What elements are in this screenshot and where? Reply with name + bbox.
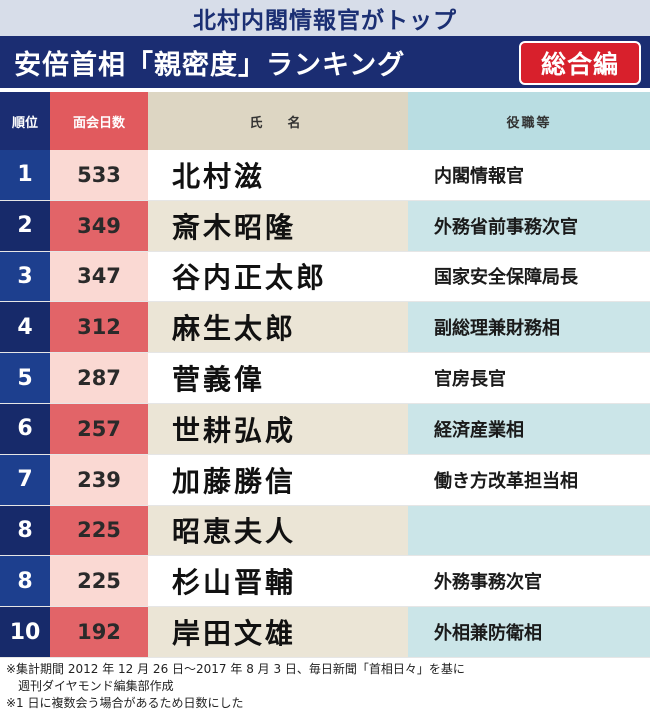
table-row: 8 225 杉山晋輔 外務事務次官 <box>0 556 650 608</box>
rank-cell: 5 <box>0 353 50 403</box>
days-cell: 287 <box>50 353 148 403</box>
rank-cell: 6 <box>0 403 50 454</box>
table-header: 順位 面会日数 氏 名 役職等 <box>0 92 650 150</box>
rank-cell: 10 <box>0 607 50 657</box>
post-cell: 国家安全保障局長 <box>408 251 650 302</box>
post-cell: 外務省前事務次官 <box>408 200 650 251</box>
footnote-period: ※集計期間 2012 年 12 月 26 日〜2017 年 8 月 3 日、毎日… <box>6 662 465 676</box>
post-cell <box>408 505 650 556</box>
post-cell: 副総理兼財務相 <box>408 302 650 353</box>
rank-cell: 4 <box>0 302 50 353</box>
days-cell: 239 <box>50 454 148 505</box>
post-cell: 外務事務次官 <box>408 556 650 607</box>
header-post: 役職等 <box>408 92 650 150</box>
name-cell: 世耕弘成 <box>148 403 408 454</box>
days-cell: 257 <box>50 403 148 454</box>
title-bar: 安倍首相「親密度」ランキング 総合編 <box>0 36 650 88</box>
table-row: 5 287 菅義偉 官房長官 <box>0 353 650 404</box>
post-cell: 外相兼防衛相 <box>408 607 650 657</box>
table-row: 3 347 谷内正太郎 国家安全保障局長 <box>0 251 650 303</box>
page-title: 安倍首相「親密度」ランキング <box>14 49 406 81</box>
post-cell: 官房長官 <box>408 353 650 403</box>
rank-cell: 8 <box>0 556 50 607</box>
table-row: 7 239 加藤勝信 働き方改革担当相 <box>0 454 650 506</box>
days-cell: 192 <box>50 607 148 657</box>
ranking-table: 1 533 北村滋 内閣情報官 2 349 斎木昭隆 外務省前事務次官 3 34… <box>0 150 650 658</box>
post-cell: 内閣情報官 <box>408 150 650 200</box>
days-cell: 347 <box>50 251 148 302</box>
header-name: 氏 名 <box>148 92 408 150</box>
category-badge: 総合編 <box>519 41 641 85</box>
header-rank: 順位 <box>0 92 50 150</box>
rank-cell: 1 <box>0 150 50 200</box>
name-cell: 岸田文雄 <box>148 607 408 657</box>
name-cell: 北村滋 <box>148 150 408 200</box>
rank-cell: 8 <box>0 505 50 556</box>
table-row: 1 533 北村滋 内閣情報官 <box>0 150 650 201</box>
name-cell: 加藤勝信 <box>148 454 408 505</box>
name-cell: 斎木昭隆 <box>148 200 408 251</box>
post-cell: 働き方改革担当相 <box>408 454 650 505</box>
footnotes: ※集計期間 2012 年 12 月 26 日〜2017 年 8 月 3 日、毎日… <box>6 661 646 712</box>
rank-cell: 7 <box>0 454 50 505</box>
rank-cell: 2 <box>0 200 50 251</box>
name-cell: 麻生太郎 <box>148 302 408 353</box>
days-cell: 533 <box>50 150 148 200</box>
days-cell: 312 <box>50 302 148 353</box>
table-row: 10 192 岸田文雄 外相兼防衛相 <box>0 607 650 658</box>
header-days: 面会日数 <box>50 92 148 150</box>
days-cell: 225 <box>50 505 148 556</box>
footnote-source: 週刊ダイヤモンド編集部作成 <box>18 679 174 693</box>
name-cell: 昭恵夫人 <box>148 505 408 556</box>
subheading: 北村内閣情報官がトップ <box>193 8 457 34</box>
name-cell: 菅義偉 <box>148 353 408 403</box>
days-cell: 349 <box>50 200 148 251</box>
footnote-days: ※1 日に複数会う場合があるため日数にした <box>6 696 244 710</box>
subheading-bar: 北村内閣情報官がトップ <box>0 0 650 36</box>
table-row: 4 312 麻生太郎 副総理兼財務相 <box>0 302 650 354</box>
table-row: 2 349 斎木昭隆 外務省前事務次官 <box>0 200 650 252</box>
post-cell: 経済産業相 <box>408 403 650 454</box>
name-cell: 谷内正太郎 <box>148 251 408 302</box>
rank-cell: 3 <box>0 251 50 302</box>
name-cell: 杉山晋輔 <box>148 556 408 607</box>
table-row: 8 225 昭恵夫人 <box>0 505 650 557</box>
table-row: 6 257 世耕弘成 経済産業相 <box>0 403 650 455</box>
days-cell: 225 <box>50 556 148 607</box>
